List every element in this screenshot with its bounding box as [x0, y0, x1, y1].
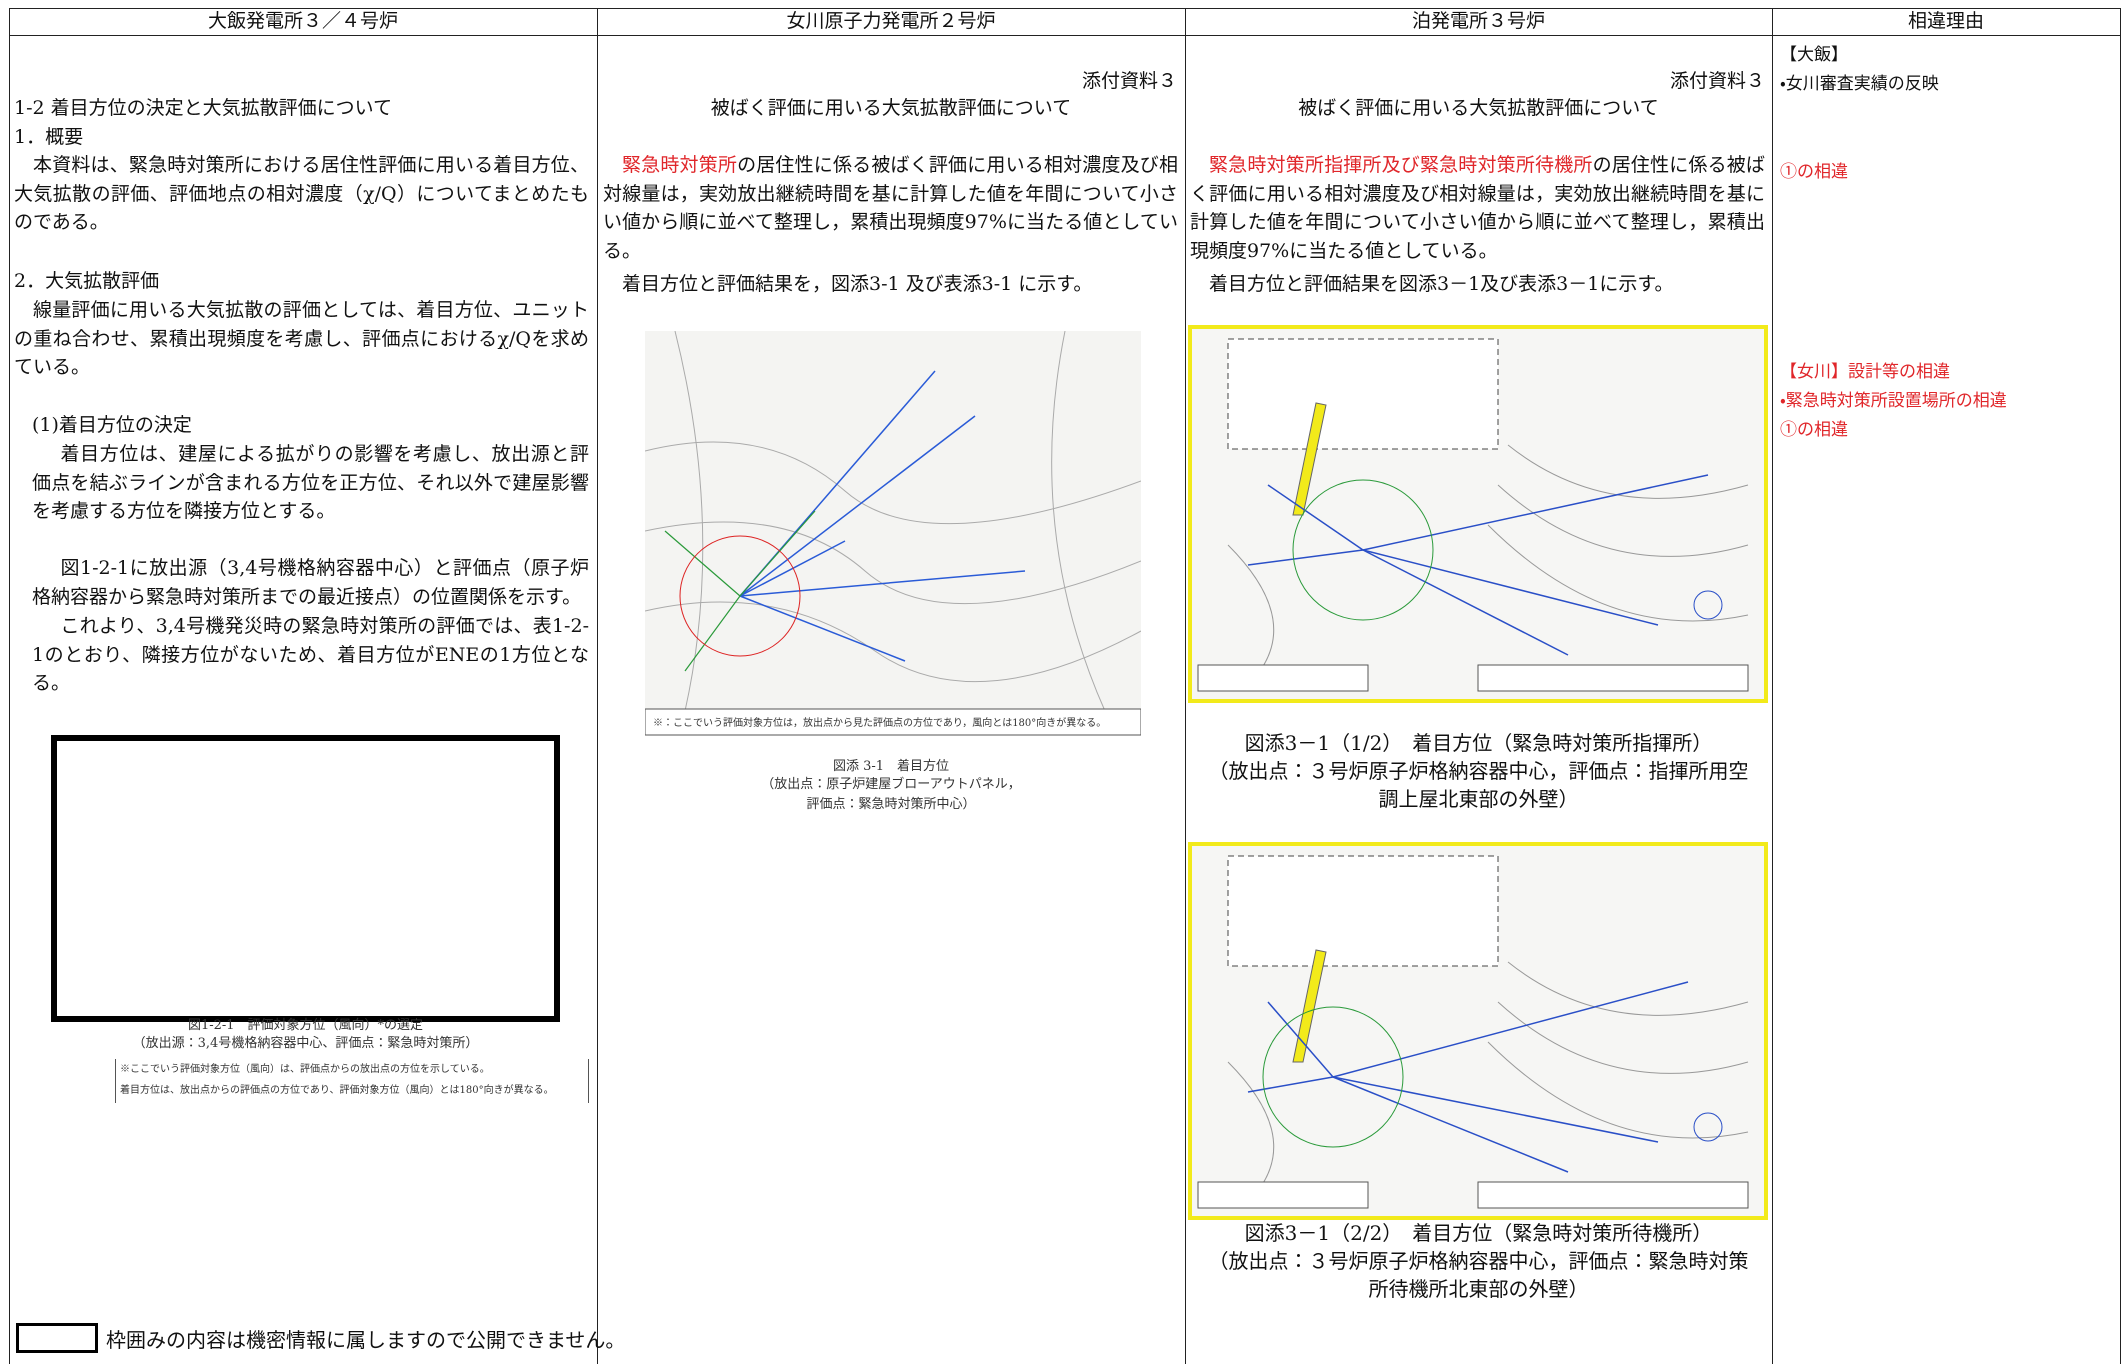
- map: [645, 331, 1141, 711]
- legend-box: [16, 1323, 98, 1353]
- note-box: [1477, 664, 1749, 692]
- note-line: 着目方位は、放出点からの評価点の方位であり、評価対象方位（風向）とは180°向き…: [120, 1085, 554, 1096]
- figure-caption: 図添 3-1 着目方位: [832, 759, 950, 774]
- paragraph: 本資料は、緊急時対策所における居住性評価に用いる着目方位、大気拡散の評価、評価地…: [14, 154, 589, 233]
- contours: [645, 331, 1141, 712]
- rule: [9, 35, 2121, 36]
- highlight: 緊急時対策所指揮所及び緊急時対策所待機所: [1209, 154, 1593, 176]
- note-box: [645, 708, 1141, 736]
- rule: [9, 8, 2121, 9]
- paragraph: 緊急時対策所指揮所及び緊急時対策所待機所の居住性に係る被ばく評価に用いる相対濃度…: [1190, 151, 1765, 265]
- title: 被ばく評価に用いる大気拡散評価について: [710, 97, 1072, 119]
- figure-caption: 図添3－1（1/2） 着目方位（緊急時対策所指揮所）: [1244, 731, 1713, 755]
- confidential-note: 枠囲みの内容は機密情報に属しますので公開できません。: [106, 1328, 626, 1352]
- text: の居住性に係る被ばく評価に用いる相対濃度及び相対線量は，実効放出継続時間を基に計…: [603, 154, 1178, 262]
- bearing-lines: [739, 370, 1026, 662]
- figure-caption: （放出点：原子炉建屋ブローアウトパネル，: [761, 777, 1021, 792]
- column-header: 女川原子力発電所２号炉: [786, 10, 996, 32]
- figure-caption: （放出点：３号炉原子炉格納容器中心，評価点：指揮所用空調上屋北東部の外壁）: [1208, 759, 1749, 811]
- figure-note: ※ここでいう評価対象方位（風向）は、評価点からの放出点の方位を示している。 着目…: [115, 1059, 589, 1103]
- bearing-lines: [1247, 474, 1709, 656]
- circle: [679, 535, 801, 657]
- inset: [1227, 855, 1499, 967]
- title: 1-2 着目方位の決定と大気拡散評価について: [14, 97, 393, 119]
- compass: [1693, 590, 1723, 620]
- highlight: 緊急時対策所: [622, 154, 738, 176]
- title: 被ばく評価に用いる大気拡散評価について: [1298, 97, 1659, 119]
- figure: ※：ここでいう評価対象方位は，放出点から見た評価点の方位であり，風向とは180°…: [645, 331, 1141, 736]
- paragraph: 着目方位は、建屋による拡がりの影響を考慮し、放出源と評価点を結ぶラインが含まれる…: [32, 443, 589, 522]
- paragraph: 図1-2-1に放出源（3,4号機格納容器中心）と評価点（原子炉格納容器から緊急時…: [32, 557, 589, 608]
- bearing-lines: [1247, 981, 1689, 1173]
- column-header: 相違理由: [1907, 10, 1984, 32]
- inset: [1227, 338, 1499, 450]
- note-box: [1197, 1181, 1369, 1209]
- rule: [1772, 8, 1773, 1364]
- note-box: [1197, 664, 1369, 692]
- reason: ・緊急時対策所設置場所の相違: [1780, 391, 2007, 411]
- note-box: [1477, 1181, 1749, 1209]
- sector-lines: [664, 510, 816, 672]
- rule: [597, 8, 598, 1364]
- heading: 2．大気拡散評価: [14, 270, 160, 292]
- circle: [1262, 1006, 1404, 1148]
- figure-caption: （放出源：3,4号機格納容器中心、評価点：緊急時対策所）: [132, 1036, 479, 1051]
- reason: ・女川審査実績の反映: [1780, 74, 1939, 94]
- figure: [1188, 842, 1768, 1220]
- figure-caption: （放出点：３号炉原子炉格納容器中心，評価点：緊急時対策所待機所北東部の外壁）: [1208, 1249, 1749, 1301]
- redacted-box: [51, 735, 560, 1022]
- figure-caption: 評価点：緊急時対策所中心）: [806, 797, 976, 812]
- figure: [1188, 325, 1768, 703]
- paragraph: 緊急時対策所の居住性に係る被ばく評価に用いる相対濃度及び相対線量は，実効放出継続…: [603, 151, 1178, 265]
- figure-caption: 図添3－1（2/2） 着目方位（緊急時対策所待機所）: [1244, 1221, 1713, 1245]
- column-header: 大飯発電所３／４号炉: [207, 10, 398, 32]
- reason: 【大飯】: [1780, 45, 1848, 65]
- arrow: [1292, 949, 1327, 1063]
- reason: ①の相違: [1780, 162, 1848, 182]
- reason: 【女川】設計等の相違: [1780, 362, 1950, 382]
- heading: 1．概要: [14, 126, 84, 148]
- attachment-label: 添付資料３: [1669, 70, 1765, 92]
- column-header: 泊発電所３号炉: [1411, 10, 1545, 32]
- paragraph: 線量評価に用いる大気拡散の評価としては、着目方位、ユニットの重ね合わせ、累積出現…: [14, 299, 589, 378]
- rule: [9, 8, 10, 1364]
- paragraph: 着目方位と評価結果を，図添3-1 及び表添3-1 に示す。: [622, 273, 1093, 295]
- attachment-label: 添付資料３: [1081, 70, 1177, 92]
- reason: ①の相違: [1780, 420, 1848, 440]
- figure-note: ※：ここでいう評価対象方位は，放出点から見た評価点の方位であり，風向とは180°…: [653, 716, 1106, 729]
- paragraph: 着目方位と評価結果を図添3－1及び表添3－1に示す。: [1209, 273, 1674, 295]
- compass: [1693, 1112, 1723, 1142]
- text: の居住性に係る被ばく評価に用いる相対濃度及び相対線量は，実効放出継続時間を基に計…: [1190, 154, 1765, 262]
- note-line: ※ここでいう評価対象方位（風向）は、評価点からの放出点の方位を示している。: [120, 1064, 490, 1075]
- circle: [1292, 479, 1434, 621]
- figure-caption: 図1-2-1 評価対象方位（風向）*の選定: [187, 1018, 424, 1033]
- rule: [1185, 8, 1186, 1364]
- arrow: [1292, 402, 1327, 516]
- paragraph: これより、3,4号機発災時の緊急時対策所の評価では、表1-2-1のとおり、隣接方…: [32, 615, 589, 694]
- heading: (1)着目方位の決定: [32, 414, 192, 436]
